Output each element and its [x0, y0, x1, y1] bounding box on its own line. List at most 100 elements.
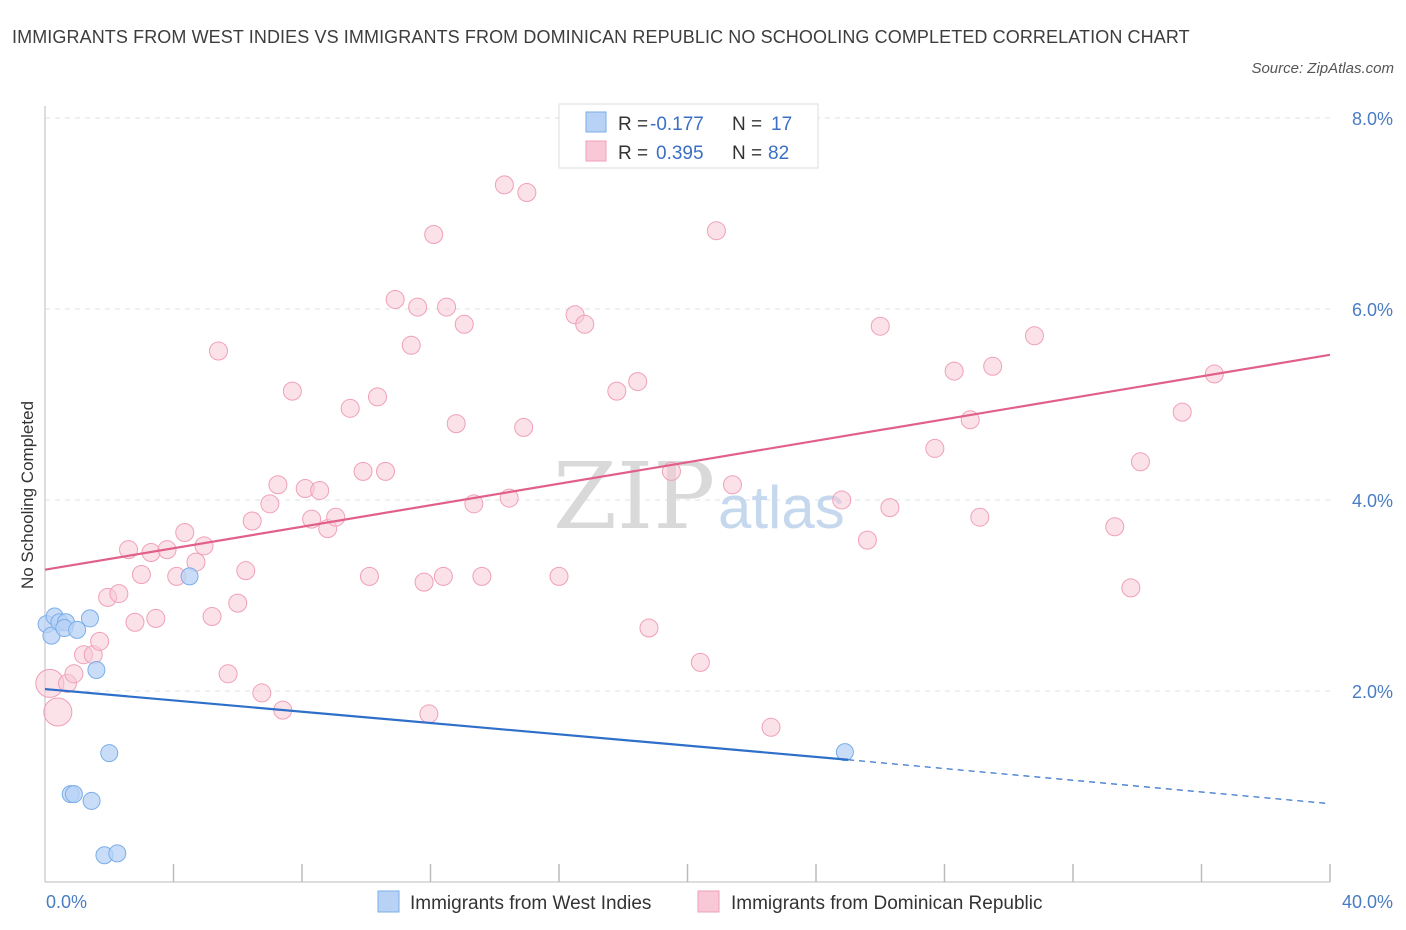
data-point [970, 507, 990, 527]
correlation-legend: R = -0.177 N = 17 R = 0.395 N = 82 [558, 103, 819, 169]
data-point [944, 361, 964, 381]
data-point [282, 381, 302, 401]
data-point [607, 381, 627, 401]
legend-r-label: R = [618, 143, 648, 164]
data-point [202, 607, 222, 627]
data-point [326, 507, 346, 527]
data-point [983, 356, 1003, 376]
data-point [208, 341, 228, 361]
axes [44, 106, 1331, 883]
data-point [401, 335, 421, 355]
series-legend: Immigrants from West Indies Immigrants f… [377, 890, 1043, 914]
data-point [367, 387, 387, 407]
x-tick-label: 40.0% [1342, 892, 1393, 912]
legend-swatch-west-indies [585, 111, 607, 133]
data-point [218, 664, 238, 684]
tick-labels: 2.0% 4.0% 6.0% 8.0% 0.0% 40.0% [46, 109, 1393, 912]
data-point [514, 417, 534, 437]
data-point [87, 660, 106, 679]
trend-line-west-indies-extension [848, 759, 1331, 805]
data-point [64, 664, 84, 684]
data-point [80, 609, 99, 628]
data-point [194, 536, 214, 556]
watermark-zip: ZIP [553, 443, 715, 550]
data-point [424, 225, 444, 245]
data-point [82, 791, 101, 810]
data-point [340, 398, 360, 418]
data-point [385, 289, 405, 309]
series-dominican-republic-points [35, 175, 1224, 737]
legend-r-value: -0.177 [650, 114, 704, 135]
data-point [414, 572, 434, 592]
data-point [690, 652, 710, 672]
data-point [1121, 578, 1141, 598]
data-point [242, 511, 262, 531]
source-label: Source: ZipAtlas.com [1251, 60, 1394, 77]
data-point [925, 438, 945, 458]
trend-line-dominican-republic [44, 353, 1331, 571]
y-tick-label: 4.0% [1352, 491, 1393, 511]
data-point [1172, 402, 1192, 422]
data-point [433, 566, 453, 586]
chart-title: IMMIGRANTS FROM WEST INDIES VS IMMIGRANT… [12, 27, 1190, 47]
data-point [549, 566, 569, 586]
legend-r-label: R = [618, 114, 648, 135]
data-point [252, 683, 272, 703]
y-axis-title: No Schooling Completed [18, 401, 37, 589]
data-point [1024, 326, 1044, 346]
data-point [761, 717, 781, 737]
legend-n-label: N = [732, 143, 762, 164]
legend-swatch-west-indies [377, 890, 400, 913]
data-point [472, 566, 492, 586]
legend-n-label: N = [732, 114, 762, 135]
legend-swatch-dominican-republic [585, 140, 607, 162]
data-point [359, 566, 379, 586]
data-point [268, 475, 288, 495]
legend-label-dominican-republic: Immigrants from Dominican Republic [731, 893, 1043, 914]
data-point [706, 221, 726, 241]
data-point [131, 564, 151, 584]
data-point [870, 316, 890, 336]
data-point [446, 414, 466, 434]
data-point [722, 475, 742, 495]
data-point [857, 530, 877, 550]
data-point [146, 608, 166, 628]
data-point [832, 490, 852, 510]
legend-n-value: 82 [768, 143, 789, 164]
data-point [376, 461, 396, 481]
data-point [175, 522, 195, 542]
legend-r-value: 0.395 [656, 143, 704, 164]
data-point [661, 461, 681, 481]
data-point [228, 593, 248, 613]
data-point [64, 785, 83, 804]
data-point [835, 743, 854, 762]
data-point [236, 561, 256, 581]
data-point [90, 631, 110, 651]
legend-n-value: 17 [771, 114, 792, 135]
data-point [1105, 517, 1125, 537]
data-point [494, 175, 514, 195]
data-point [639, 618, 659, 638]
data-point [353, 461, 373, 481]
trend-line-west-indies [44, 687, 849, 761]
data-point [628, 372, 648, 392]
data-point [125, 612, 145, 632]
data-point [419, 704, 439, 724]
data-point [180, 567, 199, 586]
y-tick-label: 2.0% [1352, 682, 1393, 702]
legend-label-west-indies: Immigrants from West Indies [410, 893, 651, 914]
data-point [43, 697, 73, 727]
series-west-indies-points [37, 567, 854, 865]
data-point [310, 480, 330, 500]
trend-lines [44, 353, 1331, 805]
data-point [68, 620, 87, 639]
data-point [1130, 452, 1150, 472]
data-point [437, 297, 457, 317]
y-tick-label: 8.0% [1352, 109, 1393, 129]
data-point [880, 498, 900, 518]
y-tick-label: 6.0% [1352, 300, 1393, 320]
data-point [517, 182, 537, 202]
data-point [575, 314, 595, 334]
data-point [109, 584, 129, 604]
